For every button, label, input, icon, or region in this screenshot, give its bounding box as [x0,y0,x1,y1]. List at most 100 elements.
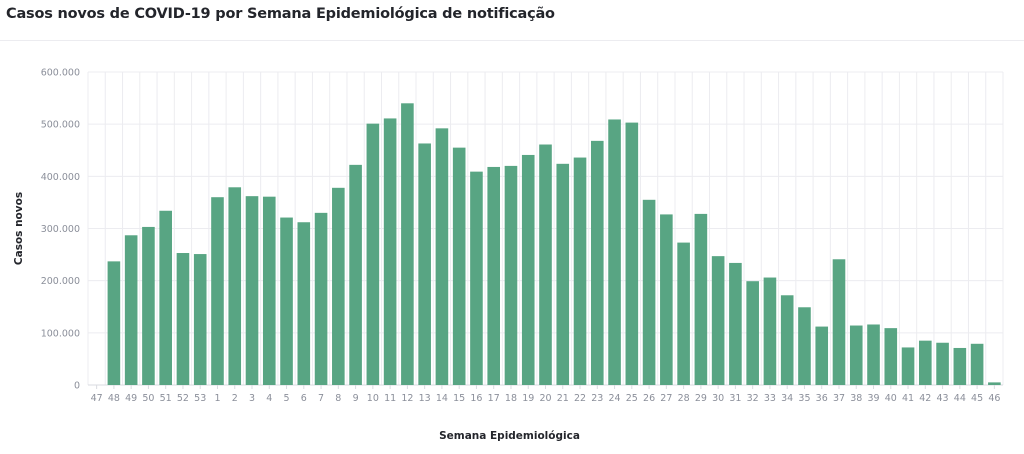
bar-week-16[interactable] [470,171,483,385]
x-axis-title: Semana Epidemiológica [439,430,580,442]
bar-week-34[interactable] [780,295,794,385]
bar-series [107,103,1001,386]
bar-week-13[interactable] [418,143,431,385]
x-tick-label: 28 [678,393,690,404]
x-tick-label: 13 [419,393,431,404]
bar-week-43[interactable] [936,342,949,385]
bar-week-39[interactable] [867,324,880,385]
x-tick-label: 46 [988,393,1000,404]
bar-week-19[interactable] [521,154,535,385]
x-tick-label: 7 [318,393,324,404]
bar-week-4[interactable] [262,196,276,385]
x-tick-label: 35 [798,393,810,404]
bar-week-14[interactable] [435,128,449,385]
x-tick-label: 17 [488,393,500,404]
bar-week-27[interactable] [660,214,673,385]
bar-week-44[interactable] [953,347,967,385]
bar-week-23[interactable] [590,140,604,385]
bar-week-35[interactable] [798,307,811,385]
x-tick-label: 8 [335,393,341,404]
x-tick-label: 25 [626,393,638,404]
bar-week-6[interactable] [297,222,311,385]
x-tick-label: 31 [729,393,741,404]
x-tick-label: 53 [194,393,206,404]
x-tick-label: 6 [301,393,307,404]
bar-week-38[interactable] [849,325,863,385]
x-tick-label: 23 [591,393,603,404]
bar-week-51[interactable] [159,210,172,385]
x-tick-label: 49 [125,393,137,404]
bar-week-32[interactable] [746,281,759,385]
y-tick-label: 500.000 [41,120,80,131]
bar-week-36[interactable] [815,326,829,385]
bar-week-24[interactable] [608,119,621,385]
bar-week-21[interactable] [556,163,570,385]
bar-week-7[interactable] [314,212,328,385]
y-tick-label: 100.000 [41,328,80,339]
bar-week-8[interactable] [332,187,345,385]
bar-week-30[interactable] [711,256,725,385]
bar-week-18[interactable] [504,165,518,385]
bar-week-41[interactable] [901,347,915,385]
y-tick-label: 200.000 [41,276,80,287]
x-tick-label: 19 [522,393,534,404]
x-tick-label: 4 [266,393,272,404]
bar-week-9[interactable] [349,164,362,385]
x-tick-label: 47 [91,393,103,404]
bar-week-12[interactable] [401,103,414,386]
bar-week-15[interactable] [452,147,466,385]
bar-week-49[interactable] [124,235,138,385]
bar-week-28[interactable] [677,242,690,385]
bar-week-33[interactable] [763,277,777,385]
x-tick-label: 29 [695,393,707,404]
x-tick-label: 21 [557,393,569,404]
bar-week-50[interactable] [142,226,155,385]
x-tick-label: 27 [660,393,672,404]
x-tick-label: 39 [867,393,879,404]
x-tick-label: 26 [643,393,655,404]
y-axis-title: Casos novos [13,192,25,265]
bar-week-2[interactable] [228,187,242,385]
bar-week-46[interactable] [988,382,1001,385]
x-tick-label: 34 [781,393,793,404]
y-axis: 0 100.000 200.000 300.000 400.000 500.000 600.… [41,68,80,392]
bar-week-25[interactable] [625,122,639,385]
bar-week-22[interactable] [573,157,587,385]
bar-week-29[interactable] [694,213,708,385]
x-tick-label: 37 [833,393,845,404]
x-tick-label: 24 [609,393,621,404]
x-tick-label: 18 [505,393,517,404]
bar-week-37[interactable] [832,259,846,385]
x-tick-label: 3 [249,393,255,404]
x-tick-label: 11 [384,393,396,404]
bar-week-11[interactable] [383,118,397,385]
bar-week-10[interactable] [366,123,380,386]
bar-week-17[interactable] [487,166,501,385]
x-tick-label: 41 [902,393,914,404]
bar-week-42[interactable] [919,340,932,385]
x-tick-label: 33 [764,393,776,404]
bar-week-5[interactable] [280,217,293,385]
bar-week-48[interactable] [107,261,121,385]
x-tick-label: 12 [401,393,413,404]
x-tick-label: 40 [885,393,897,404]
x-tick-label: 45 [971,393,983,404]
title-divider [0,40,1024,41]
x-tick-label: 52 [177,393,189,404]
bar-week-31[interactable] [729,262,742,385]
x-tick-label: 42 [919,393,931,404]
bar-week-20[interactable] [539,144,552,385]
bar-week-3[interactable] [245,196,259,385]
bar-week-53[interactable] [193,254,207,385]
y-tick-label: 0 [74,381,80,392]
x-tick-label: 48 [108,393,120,404]
bar-week-1[interactable] [211,197,224,385]
bar-week-26[interactable] [642,199,656,385]
x-tick-label: 32 [747,393,759,404]
bar-week-52[interactable] [176,253,190,385]
x-tick-label: 22 [574,393,586,404]
bar-week-45[interactable] [970,343,984,385]
x-tick-label: 38 [850,393,862,404]
bar-week-40[interactable] [884,328,898,385]
